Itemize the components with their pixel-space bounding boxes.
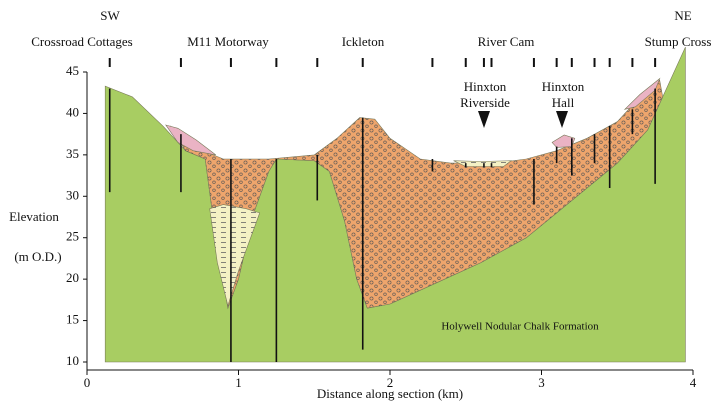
page: SW Crossroad Cottages M11 Motorway Ickle… [0, 0, 723, 403]
y-axis-label: (m O.D.) [14, 249, 61, 264]
y-tick-label: 15 [66, 312, 79, 327]
x-tick-label: 1 [235, 375, 242, 390]
y-tick-label: 20 [66, 270, 79, 285]
place-label: M11 Motorway [187, 34, 269, 49]
chart: SW Crossroad Cottages M11 Motorway Ickle… [0, 0, 723, 403]
x-tick-label: 3 [538, 375, 545, 390]
place-label: River Cam [478, 34, 535, 49]
x-tick-label: 0 [84, 375, 91, 390]
marker-triangle [478, 111, 490, 128]
y-axis-label: Elevation [9, 209, 59, 224]
place-label: Stump Cross [645, 34, 712, 49]
y-tick-label: 10 [66, 353, 79, 368]
place-label: Crossroad Cottages [31, 34, 132, 49]
x-tick-label: 2 [387, 375, 394, 390]
y-tick-label: 35 [66, 146, 79, 161]
marker-triangle [556, 111, 568, 128]
plot [105, 47, 685, 362]
y-tick-label: 45 [66, 63, 79, 78]
x-tick-label: 4 [690, 375, 697, 390]
place-label: SW [100, 8, 120, 23]
y-tick-label: 25 [66, 229, 79, 244]
place-label: NE [674, 8, 691, 23]
annotation: Holywell Nodular Chalk Formation [441, 321, 599, 333]
y-tick-label: 40 [66, 104, 79, 119]
place-label: Ickleton [342, 34, 385, 49]
y-tick-label: 30 [66, 187, 79, 202]
